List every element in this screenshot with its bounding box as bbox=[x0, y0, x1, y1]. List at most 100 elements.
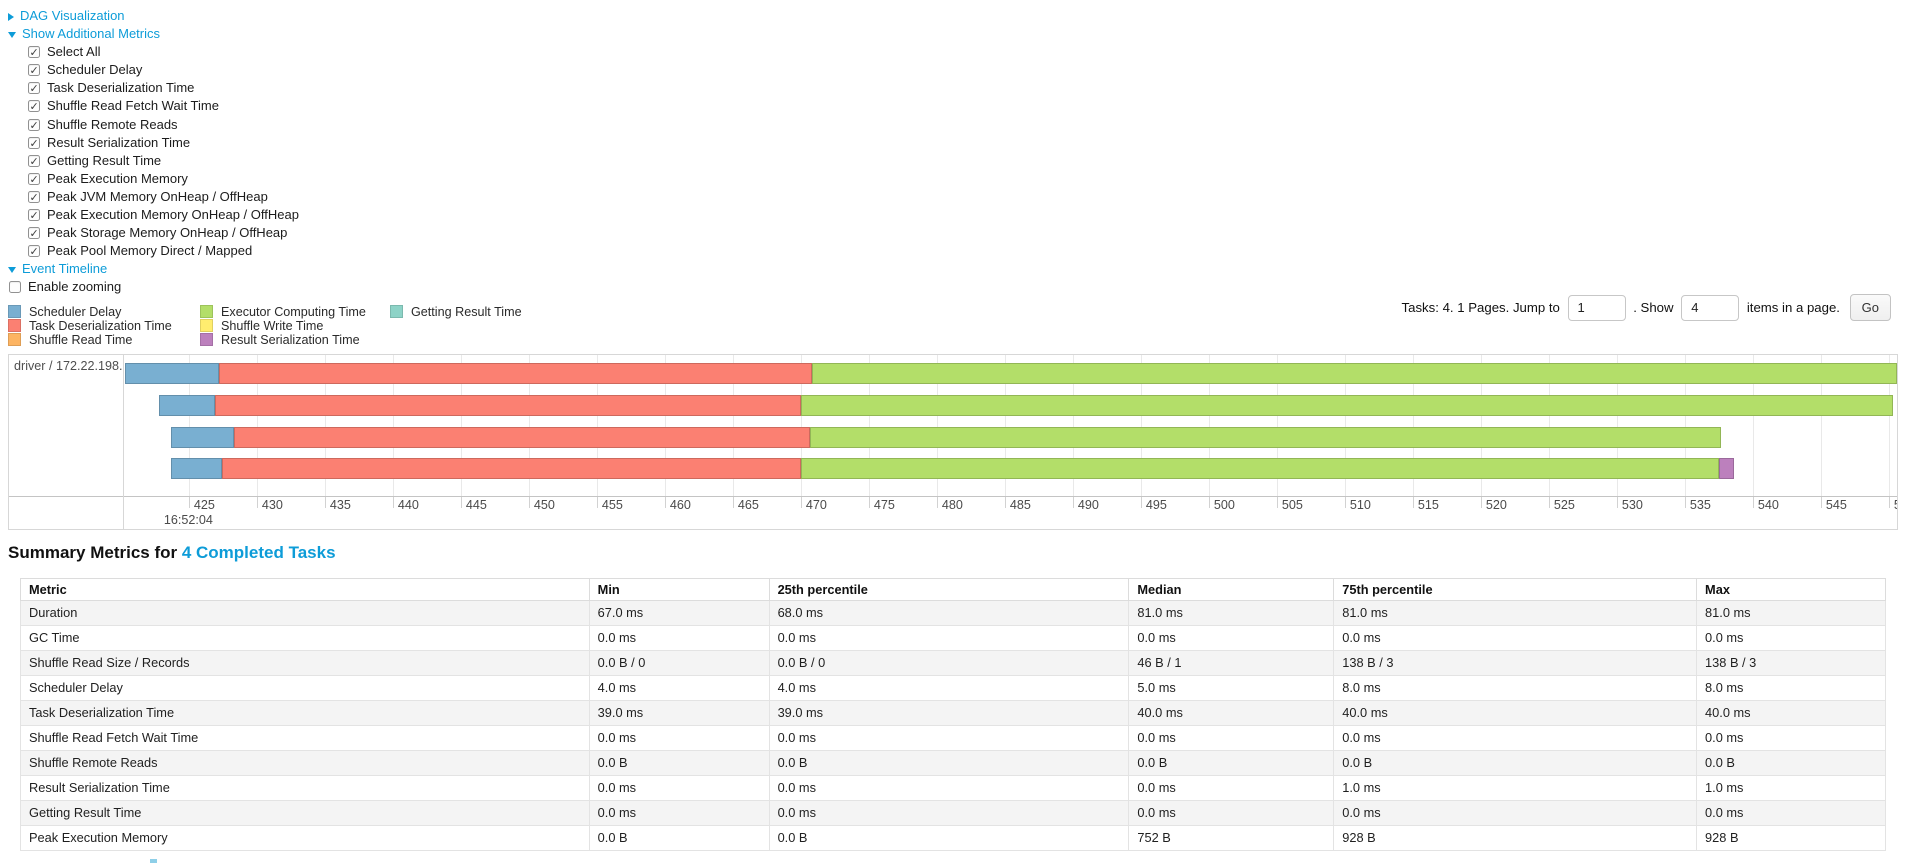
table-cell: 46 B / 1 bbox=[1128, 649, 1335, 676]
tick-label: 445 bbox=[465, 497, 487, 512]
metric-checkbox[interactable] bbox=[28, 44, 40, 62]
task-2-scheduler-delay-segment[interactable] bbox=[171, 426, 234, 448]
getting-result-swatch-icon bbox=[390, 304, 403, 318]
legend-column: Getting Result Time bbox=[390, 304, 522, 319]
task-3-result-serialization-segment[interactable] bbox=[1718, 457, 1734, 479]
tick-mark bbox=[324, 495, 326, 508]
task-1-executor-computing-segment[interactable] bbox=[800, 394, 1893, 416]
gridline bbox=[800, 354, 802, 496]
executor-computing-swatch-icon bbox=[200, 304, 213, 318]
task-2-task-deserialization-segment[interactable] bbox=[233, 426, 811, 448]
go-button[interactable]: Go bbox=[1849, 294, 1891, 321]
table-cell: Shuffle Read Size / Records bbox=[20, 649, 590, 676]
tick-label: 475 bbox=[873, 497, 895, 512]
metric-checkbox-label[interactable]: Shuffle Remote Reads bbox=[47, 116, 178, 132]
task-3-task-deserialization-segment[interactable] bbox=[221, 457, 801, 479]
tick-label: 515 bbox=[1417, 497, 1439, 512]
tick-label: 480 bbox=[941, 497, 963, 512]
metric-checkbox-label[interactable]: Result Serialization Time bbox=[47, 134, 191, 150]
gridline bbox=[1004, 354, 1006, 496]
gridline bbox=[596, 354, 598, 496]
tick-mark bbox=[1208, 495, 1210, 508]
metric-checkbox-row: Peak Pool Memory Direct / Mapped bbox=[8, 242, 1907, 261]
enable-zooming-checkbox[interactable] bbox=[9, 281, 21, 294]
table-cell: 4.0 ms bbox=[768, 674, 1130, 701]
metric-checkbox-label[interactable]: Getting Result Time bbox=[47, 152, 162, 168]
table-cell: Shuffle Remote Reads bbox=[20, 749, 590, 776]
page-size-input[interactable] bbox=[1681, 294, 1740, 321]
task-3-executor-computing-segment[interactable] bbox=[800, 457, 1719, 479]
show-additional-metrics-toggle[interactable]: Show Additional Metrics bbox=[8, 25, 1907, 43]
task-1-scheduler-delay-segment[interactable] bbox=[158, 394, 215, 416]
tick-mark bbox=[1820, 495, 1822, 508]
metric-checkbox-label[interactable]: Peak Pool Memory Direct / Mapped bbox=[47, 243, 253, 259]
gridline bbox=[392, 354, 394, 496]
legend-label: Scheduler Delay bbox=[29, 304, 122, 319]
gridline bbox=[1820, 354, 1822, 496]
tick-label: 500 bbox=[1213, 497, 1235, 512]
metric-checkbox-label[interactable]: Peak Execution Memory bbox=[47, 170, 188, 186]
tick-label: 485 bbox=[1009, 497, 1031, 512]
metric-checkbox[interactable] bbox=[28, 117, 40, 135]
metric-checkbox[interactable] bbox=[28, 189, 40, 207]
metric-checkbox-label[interactable]: Peak Execution Memory OnHeap / OffHeap bbox=[47, 207, 299, 223]
metric-checkbox[interactable] bbox=[28, 135, 40, 153]
tick-mark bbox=[1548, 495, 1550, 508]
jump-to-page-input[interactable] bbox=[1567, 294, 1626, 321]
tick-mark bbox=[1140, 495, 1142, 508]
tick-label: 460 bbox=[669, 497, 691, 512]
metric-checkbox[interactable] bbox=[28, 207, 40, 225]
table-row: Shuffle Read Size / Records 0.0 B / 0 0.0 … bbox=[20, 649, 1886, 676]
metric-checkbox-row: Select All bbox=[8, 43, 1907, 62]
table-row: Peak Execution Memory 0.0 B 0.0 B 752 B 928 … bbox=[20, 824, 1886, 851]
table-cell: 0.0 ms bbox=[1128, 724, 1335, 751]
table-cell: 81.0 ms bbox=[1333, 599, 1698, 626]
metric-checkbox-label[interactable]: Scheduler Delay bbox=[47, 62, 143, 78]
dag-visualization-toggle[interactable]: DAG Visualization bbox=[8, 7, 1907, 25]
metric-checkbox-label[interactable]: Peak JVM Memory OnHeap / OffHeap bbox=[47, 188, 268, 204]
event-timeline-toggle[interactable]: Event Timeline bbox=[8, 260, 1907, 278]
task-0-scheduler-delay-segment[interactable] bbox=[125, 362, 219, 384]
gridline bbox=[1684, 354, 1686, 496]
task-2-executor-computing-segment[interactable] bbox=[810, 426, 1721, 448]
tick-label: 450 bbox=[533, 497, 555, 512]
task-deserialization-swatch-icon bbox=[8, 318, 21, 332]
table-row: Getting Result Time 0.0 ms 0.0 ms 0.0 ms 0.0… bbox=[20, 799, 1886, 826]
metric-checkbox-label[interactable]: Select All bbox=[47, 44, 101, 60]
metric-checkbox[interactable] bbox=[28, 153, 40, 171]
table-cell: 39.0 ms bbox=[768, 699, 1130, 726]
task-3-scheduler-delay-segment[interactable] bbox=[171, 457, 222, 479]
legend-column: Scheduler Delay Task Deserialization Time… bbox=[8, 304, 200, 348]
tick-mark bbox=[732, 495, 734, 508]
metric-checkbox-label[interactable]: Task Deserialization Time bbox=[47, 80, 195, 96]
metric-checkbox[interactable] bbox=[28, 98, 40, 117]
metric-checkbox[interactable] bbox=[28, 80, 40, 98]
table-cell: 0.0 ms bbox=[768, 774, 1130, 801]
tick-mark bbox=[1344, 495, 1346, 508]
metric-checkbox[interactable] bbox=[28, 171, 40, 189]
metric-checkbox[interactable] bbox=[28, 243, 40, 261]
metric-checkbox-row: Scheduler Delay bbox=[8, 61, 1907, 80]
tick-label: 525 bbox=[1553, 497, 1575, 512]
task-0-task-deserialization-segment[interactable] bbox=[218, 362, 812, 384]
task-1-task-deserialization-segment[interactable] bbox=[214, 394, 801, 416]
tick-mark bbox=[528, 495, 530, 508]
legend-label: Task Deserialization Time bbox=[29, 318, 172, 333]
metric-checkbox-label[interactable]: Peak Storage Memory OnHeap / OffHeap bbox=[47, 225, 288, 241]
table-row: GC Time 0.0 ms 0.0 ms 0.0 ms 0.0 ms 0.0 ms bbox=[20, 624, 1886, 651]
table-cell: 0.0 B bbox=[1128, 749, 1335, 776]
table-cell: Duration bbox=[20, 599, 590, 626]
completed-tasks-link[interactable]: 4 Completed Tasks bbox=[181, 542, 336, 562]
table-cell: Scheduler Delay bbox=[20, 674, 590, 701]
metric-checkbox-row: Getting Result Time bbox=[8, 152, 1907, 171]
metric-checkbox-row: Shuffle Remote Reads bbox=[8, 116, 1907, 135]
tick-mark bbox=[392, 495, 394, 508]
metric-checkbox[interactable] bbox=[28, 225, 40, 243]
task-0-executor-computing-segment[interactable] bbox=[811, 362, 1897, 384]
table-row: Result Serialization Time 0.0 ms 0.0 ms 0.0… bbox=[20, 774, 1886, 801]
metric-checkbox-label[interactable]: Shuffle Read Fetch Wait Time bbox=[47, 98, 219, 114]
stage-detail-controls: DAG Visualization Show Additional Metric… bbox=[0, 0, 1907, 297]
metric-checkbox[interactable] bbox=[28, 62, 40, 80]
gridline bbox=[1140, 354, 1142, 496]
table-cell: 0.0 B bbox=[768, 749, 1130, 776]
